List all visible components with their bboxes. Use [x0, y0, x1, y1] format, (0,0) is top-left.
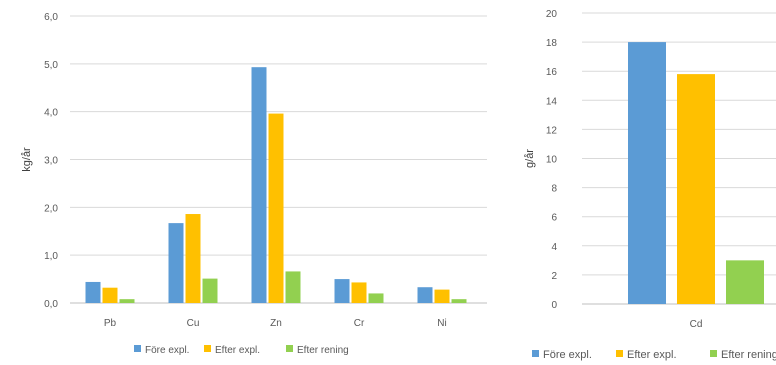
bar-ni-1 — [417, 287, 433, 303]
y-tick-label: 1,0 — [44, 251, 58, 262]
x-tick-label: Cd — [690, 319, 703, 330]
y-axis-label: kg/år — [21, 147, 33, 172]
bar-cu-2 — [185, 214, 201, 303]
legend-label: Efter rening — [721, 349, 776, 361]
y-tick-label: 14 — [546, 96, 558, 107]
y-tick-label: 8 — [551, 184, 557, 195]
y-tick-label: 12 — [546, 125, 558, 136]
bar-cr-1 — [334, 279, 350, 303]
bar-cd-1 — [628, 42, 666, 304]
bar-zn-1 — [251, 67, 267, 303]
y-tick-label: 4,0 — [44, 108, 58, 119]
y-tick-label: 2 — [551, 271, 557, 282]
bar-cu-1 — [168, 223, 184, 303]
bar-ni-3 — [451, 299, 467, 303]
y-tick-label: 4 — [551, 242, 557, 253]
x-tick-label: Zn — [270, 318, 282, 329]
chart-2: 0 2 4 6 8 10 12 14 16 18 20 g/år Cd Före expl. Efter e… — [524, 9, 776, 361]
legend-swatch — [710, 350, 717, 357]
y-tick-label: 2,0 — [44, 203, 58, 214]
legend-label: Efter expl. — [627, 349, 677, 361]
legend-label: Före expl. — [543, 349, 592, 361]
y-tick-label: 16 — [546, 67, 558, 78]
bar-zn-3 — [285, 271, 301, 303]
y-tick-label: 0 — [551, 300, 557, 311]
bar-pb-2 — [102, 287, 118, 303]
bar-cr-3 — [368, 293, 384, 303]
y-tick-label: 6,0 — [44, 12, 58, 23]
x-tick-label: Pb — [104, 318, 117, 329]
legend-swatch — [532, 350, 539, 357]
bar-cd-2 — [677, 74, 715, 304]
y-tick-label: 0,0 — [44, 299, 58, 310]
x-tick-label: Cr — [354, 318, 365, 329]
y-tick-label: 18 — [546, 38, 558, 49]
legend-label: Efter rening — [297, 345, 349, 356]
bar-pb-1 — [85, 281, 101, 303]
chart-1: 0,0 1,0 2,0 3,0 4,0 5,0 6,0 kg/år Pb Cu Zn Cr Ni Före… — [21, 12, 487, 356]
y-tick-label: 5,0 — [44, 60, 58, 71]
bar-cu-3 — [202, 278, 218, 303]
legend-label: Före expl. — [145, 345, 189, 356]
bar-cd-3 — [726, 260, 764, 304]
bar-ni-2 — [434, 289, 450, 303]
bar-cr-2 — [351, 282, 367, 303]
bar-pb-3 — [119, 299, 135, 303]
y-tick-label: 10 — [546, 155, 558, 166]
legend-swatch — [616, 350, 623, 357]
x-tick-label: Ni — [437, 318, 446, 329]
x-tick-label: Cu — [187, 318, 200, 329]
legend-swatch — [204, 345, 211, 352]
y-tick-label: 3,0 — [44, 156, 58, 167]
y-tick-label: 6 — [551, 213, 557, 224]
y-tick-label: 20 — [546, 9, 558, 20]
legend-label: Efter expl. — [215, 345, 260, 356]
bar-zn-2 — [268, 113, 284, 303]
y-axis-label: g/år — [524, 149, 536, 168]
legend-swatch — [286, 345, 293, 352]
legend-swatch — [134, 345, 141, 352]
